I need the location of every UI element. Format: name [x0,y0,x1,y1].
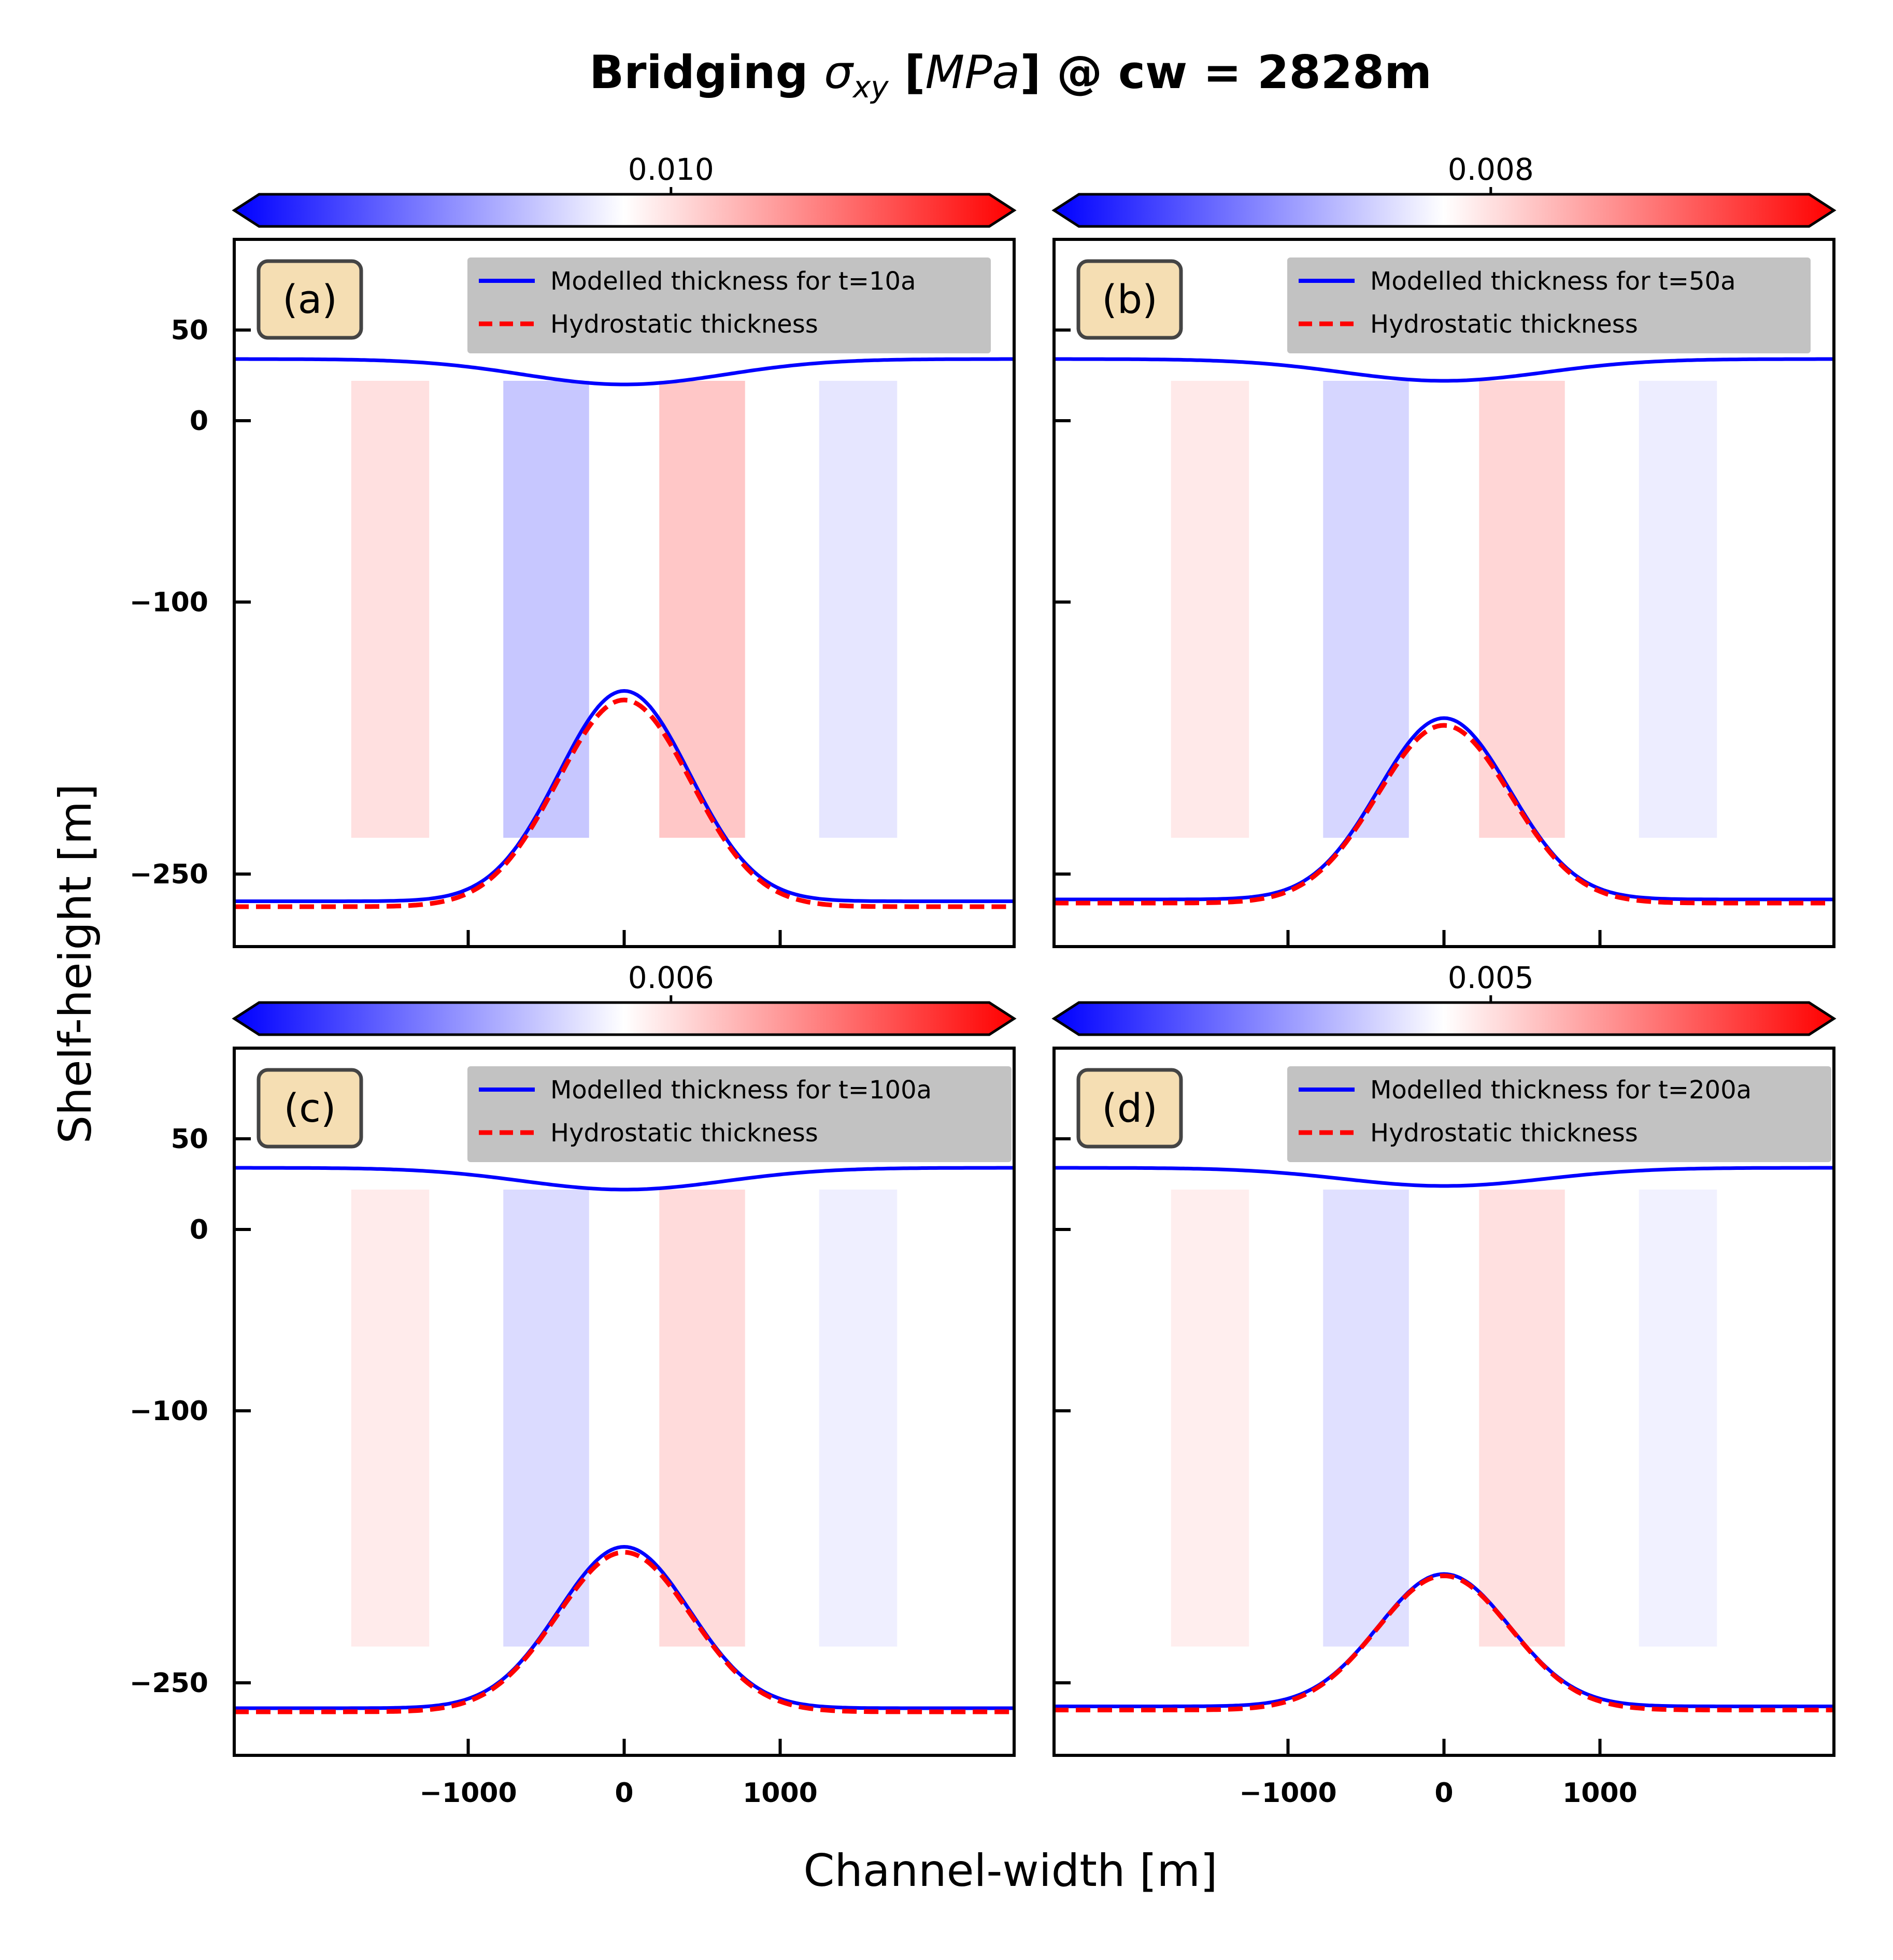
modelled-surface-line [234,357,1014,387]
colorbar [232,193,1017,228]
colorbar-tick-label: 0.008 [1448,152,1534,187]
legend-modelled-label: Modelled thickness for t=50a [1370,267,1736,296]
colorbar-tick-label: 0.005 [1448,960,1534,995]
panel-label: (b) [1102,276,1158,322]
stress-band-0 [1171,1190,1249,1647]
stress-band-1 [1323,1190,1409,1647]
panel-label-box [1076,1068,1183,1149]
panel-label-box [257,1068,363,1149]
x-tick-label: −1000 [419,1778,517,1809]
y-axis-label: Shelf-height [m] [50,784,102,1144]
stress-band-2 [659,1190,745,1647]
panel-b: 0.008 (b) Modelled thickness for t=50a Hydr… [1051,152,1837,948]
modelled-surface-line [1054,357,1834,383]
stress-band-3 [819,381,898,838]
data-layer [234,357,1014,909]
figure-title: Bridging σxy [MPa] @ cw = 2828m [589,46,1432,105]
legend-modelled-label: Modelled thickness for t=10a [550,267,916,296]
stress-band-0 [351,381,430,838]
y-tick-label: 50 [171,1124,208,1155]
y-tick-label: −250 [130,1668,208,1699]
stress-band-1 [503,381,589,838]
stress-band-3 [1639,1190,1717,1647]
x-tick-label: 0 [1434,1778,1453,1809]
panel-label-box [1076,259,1183,340]
stress-band-2 [659,381,745,838]
legend-hydrostatic-label: Hydrostatic thickness [1370,1119,1638,1148]
data-layer [1054,1166,1834,1712]
legend-modelled-label: Modelled thickness for t=100a [550,1076,932,1105]
colorbar-tick-label: 0.010 [628,152,714,187]
y-tick-label: 0 [190,406,208,437]
panel-label-box [257,259,363,340]
legend-box [467,257,991,353]
y-tick-label: −100 [130,587,208,618]
x-tick-label: −1000 [1239,1778,1336,1809]
panel-a: 0.010 50 0 −100 −250 (a) Modelled thickness fo… [130,152,1017,948]
x-tick-label: 0 [615,1778,633,1809]
colorbar-tick-label: 0.006 [628,960,714,995]
legend-box [467,1066,1012,1162]
panel-label: (d) [1102,1085,1158,1131]
stress-band-3 [819,1190,898,1647]
stress-band-3 [1639,381,1717,838]
x-axis-label: Channel-width [m] [803,1845,1217,1897]
legend-hydrostatic-label: Hydrostatic thickness [1370,310,1638,339]
stress-band-0 [1171,381,1249,838]
x-tick-label: 1000 [743,1778,818,1809]
hydrostatic-base-line [1054,723,1834,906]
legend-modelled-label: Modelled thickness for t=200a [1370,1076,1752,1105]
modelled-surface-line [1054,1166,1834,1188]
y-tick-label: −250 [130,859,208,890]
legend-box [1287,1066,1831,1162]
y-tick-label: 0 [190,1214,208,1246]
data-layer [234,1166,1014,1714]
panel-label: (c) [283,1085,336,1131]
panel-c: 0.006 50 0 −100 −250 −1000 0 1000 (c) Modelled th… [130,960,1017,1809]
legend-box [1287,257,1811,353]
legend-hydrostatic-label: Hydrostatic thickness [550,310,818,339]
y-tick-label: −100 [130,1396,208,1427]
panel-d: 0.005 −1000 0 1000 (d) Modelled thickness for… [1051,960,1837,1809]
stress-band-2 [1479,1190,1565,1647]
y-tick-label: 50 [171,315,208,346]
hydrostatic-base-line [1054,1573,1834,1712]
panels: 0.010 50 0 −100 −250 (a) Modelled thickness fo… [130,152,1837,1809]
modelled-base-line [234,1544,1014,1710]
colorbar [232,1001,1017,1036]
stress-band-0 [351,1190,430,1647]
colorbar [1051,1001,1837,1036]
x-tick-label: 1000 [1562,1778,1638,1809]
modelled-base-line [1054,716,1834,902]
legend-hydrostatic-label: Hydrostatic thickness [550,1119,818,1148]
data-layer [1054,357,1834,906]
stress-band-1 [503,1190,589,1647]
colorbar [1051,193,1837,228]
modelled-surface-line [234,1166,1014,1192]
modelled-base-line [234,689,1014,903]
hydrostatic-base-line [234,697,1014,909]
panel-label: (a) [282,276,337,322]
